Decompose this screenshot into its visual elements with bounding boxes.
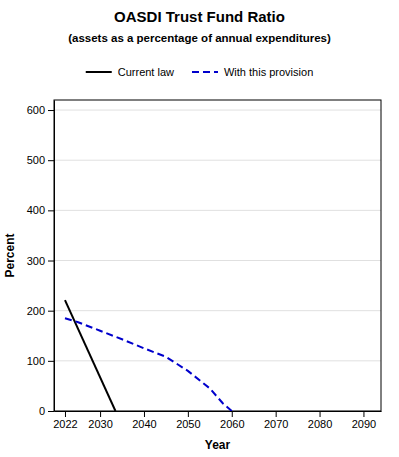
tick: 500	[27, 154, 54, 166]
tick-mark	[48, 361, 54, 362]
grid-line	[54, 210, 381, 211]
tick: 2022	[53, 411, 77, 430]
grid-line	[54, 160, 381, 161]
chart-subtitle: (assets as a percentage of annual expend…	[68, 32, 331, 44]
tick-label: 300	[27, 255, 45, 267]
y-axis-title: Percent	[3, 233, 17, 277]
tick: 100	[27, 355, 54, 367]
tick-label: 100	[27, 355, 45, 367]
tick-mark	[48, 160, 54, 161]
grid	[54, 110, 381, 411]
x-axis: 2022 2030 2040 2050 2060 2070 2080 2090	[53, 411, 381, 430]
tick-mark	[48, 261, 54, 262]
plot-frame	[54, 100, 381, 411]
tick-label: 2060	[220, 418, 244, 430]
axis-line	[55, 411, 382, 412]
tick-label: 2022	[53, 418, 77, 430]
tick-mark	[48, 210, 54, 211]
legend-item: With this provision	[192, 66, 313, 78]
tick-label: 600	[27, 104, 45, 116]
tick: 2070	[264, 411, 288, 430]
tick-label: 2040	[132, 418, 156, 430]
tick: 2080	[308, 411, 332, 430]
lines	[65, 300, 232, 411]
chart-svg: OASDI Trust Fund Ratio (assets as a perce…	[0, 0, 399, 457]
tick: 2060	[220, 411, 244, 430]
tick-mark	[276, 411, 277, 417]
series-line	[65, 318, 232, 411]
tick: 2050	[176, 411, 200, 430]
tick-label: 200	[27, 305, 45, 317]
legend-label: With this provision	[224, 66, 313, 78]
grid-line	[54, 310, 381, 311]
tick-mark	[363, 411, 364, 417]
tick-mark	[188, 411, 189, 417]
x-axis-title: Year	[205, 438, 231, 452]
chart-title: OASDI Trust Fund Ratio	[114, 8, 285, 25]
grid-line	[54, 110, 381, 111]
tick-mark	[65, 411, 66, 417]
tick: 2090	[352, 411, 376, 430]
tick-label: 2050	[176, 418, 200, 430]
tick: 400	[27, 204, 54, 216]
tick-mark	[232, 411, 233, 417]
grid-line	[54, 360, 381, 361]
legend: Current law With this provision	[86, 66, 314, 78]
tick-label: 2090	[352, 418, 376, 430]
tick-label: 2070	[264, 418, 288, 430]
series-line	[65, 300, 115, 411]
legend-swatch	[192, 71, 218, 73]
tick-label: 2030	[88, 418, 112, 430]
tick-mark	[144, 411, 145, 417]
tick-label: 0	[39, 405, 45, 417]
tick: 2030	[88, 411, 112, 430]
tick-mark	[48, 110, 54, 111]
tick: 200	[27, 305, 54, 317]
tick-mark	[48, 411, 54, 412]
tick: 0	[39, 405, 54, 417]
tick: 300	[27, 255, 54, 267]
legend-swatch	[86, 71, 112, 73]
grid-line	[54, 260, 381, 261]
tick-mark	[48, 311, 54, 312]
plot-area: 2022 2030 2040 2050 2060 2070 2080 2090 0 100 200 3…	[27, 100, 382, 430]
tick-label: 2080	[308, 418, 332, 430]
tick: 600	[27, 104, 54, 116]
tick-label: 400	[27, 204, 45, 216]
tick-mark	[100, 411, 101, 417]
legend-item: Current law	[86, 66, 174, 78]
legend-label: Current law	[118, 66, 174, 78]
tick-label: 500	[27, 154, 45, 166]
tick: 2040	[132, 411, 156, 430]
y-axis: 0 100 200 300 400 500 600	[27, 101, 55, 418]
axis-line	[54, 101, 55, 412]
tick-mark	[320, 411, 321, 417]
